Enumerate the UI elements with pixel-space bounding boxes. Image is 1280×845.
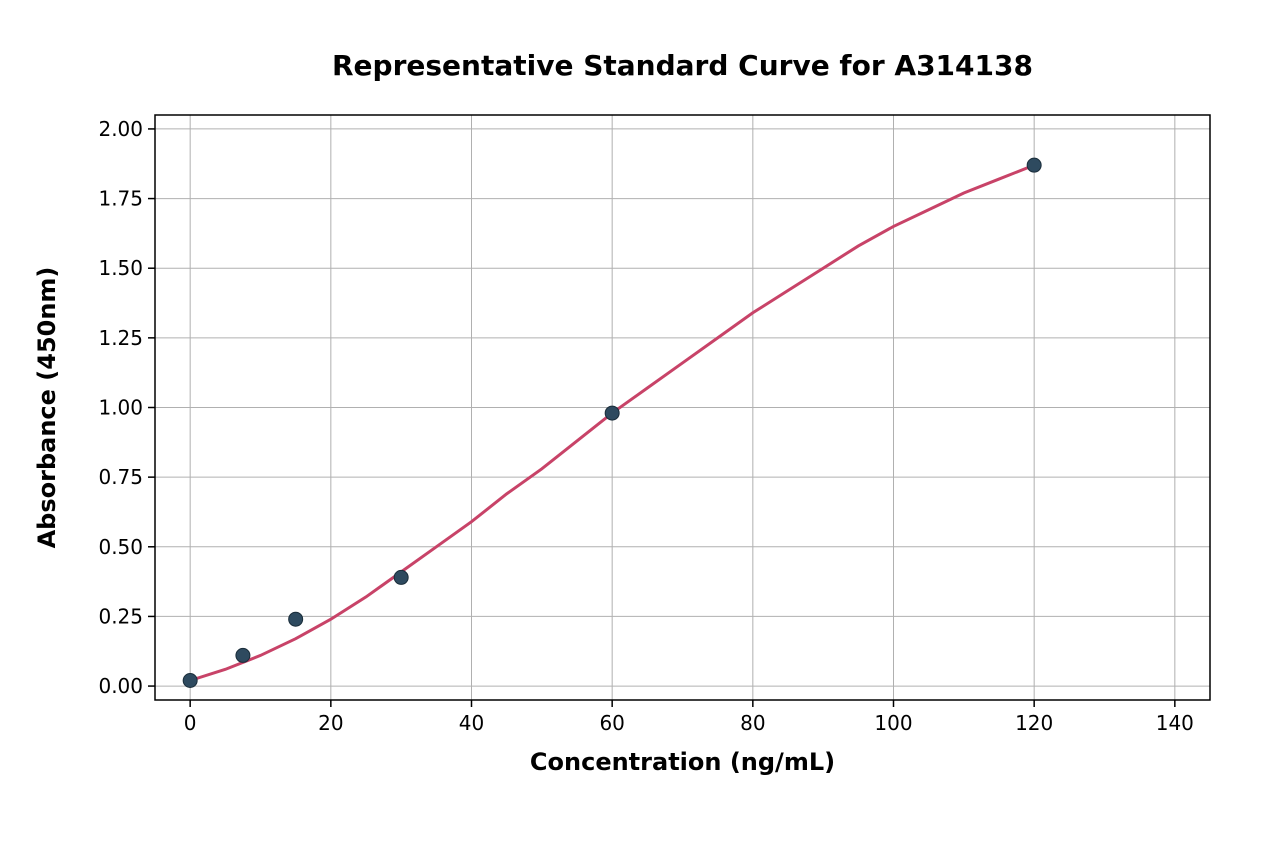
- x-tick-label: 40: [459, 711, 484, 735]
- x-tick-label: 80: [740, 711, 765, 735]
- chart-title: Representative Standard Curve for A31413…: [332, 49, 1033, 82]
- y-tick-label: 1.00: [98, 396, 143, 420]
- standard-curve-chart: 0 20 40 60 80 100 120 140 0.00 0.25 0.50 0.75 1.00 1…: [0, 0, 1280, 845]
- data-point: [1027, 158, 1041, 172]
- data-point: [289, 612, 303, 626]
- x-axis-label: Concentration (ng/mL): [530, 748, 835, 776]
- y-tick-label: 1.25: [98, 326, 143, 350]
- y-tick-label: 0.50: [98, 535, 143, 559]
- data-point: [183, 674, 197, 688]
- y-tick-label: 0.00: [98, 674, 143, 698]
- y-tick-label: 2.00: [98, 117, 143, 141]
- data-point: [394, 570, 408, 584]
- x-tick-label: 20: [318, 711, 343, 735]
- data-point: [236, 648, 250, 662]
- chart-container: 0 20 40 60 80 100 120 140 0.00 0.25 0.50 0.75 1.00 1…: [0, 0, 1280, 845]
- y-tick-label: 1.75: [98, 187, 143, 211]
- y-axis-label: Absorbance (450nm): [33, 267, 61, 549]
- y-tick-label: 0.25: [98, 604, 143, 628]
- x-tick-label: 60: [599, 711, 624, 735]
- y-tick-label: 0.75: [98, 465, 143, 489]
- x-tick-label: 0: [184, 711, 197, 735]
- y-tick-label: 1.50: [98, 256, 143, 280]
- data-point: [605, 406, 619, 420]
- x-tick-label: 120: [1015, 711, 1053, 735]
- x-tick-label: 140: [1156, 711, 1194, 735]
- x-tick-label: 100: [874, 711, 912, 735]
